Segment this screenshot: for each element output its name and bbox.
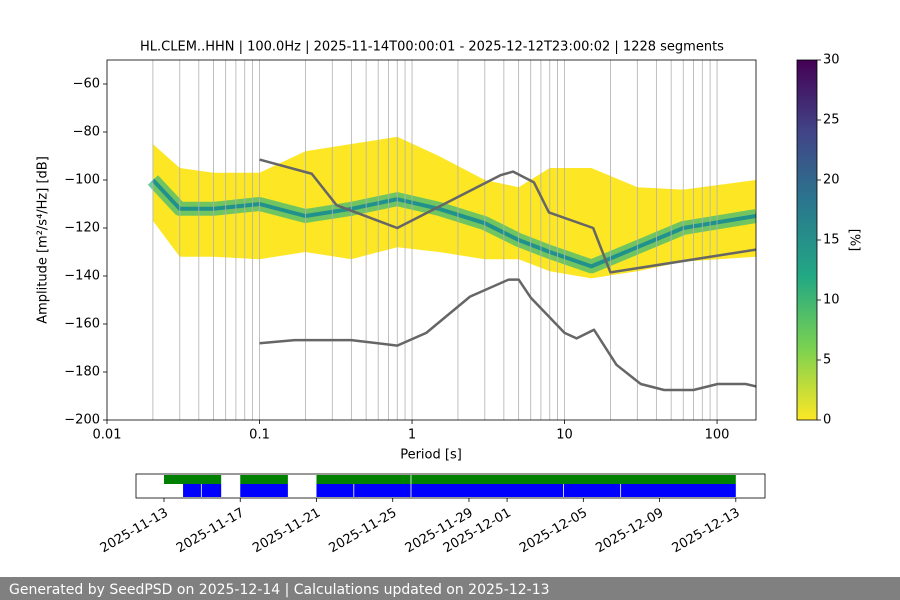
psd-segment	[411, 484, 564, 497]
date-tick-label: 2025-11-17	[174, 506, 247, 557]
y-tick-label: −160	[64, 317, 100, 332]
psd-segment	[316, 484, 354, 497]
data-segment	[316, 475, 411, 484]
x-tick-label: 0.1	[249, 428, 270, 443]
plot-area	[147, 60, 756, 420]
y-axis-label: Amplitude [m²/s⁴/Hz] [dB]	[36, 156, 51, 324]
psd-segment	[354, 484, 411, 497]
psd-mode-line	[151, 178, 756, 269]
psd-segment	[201, 484, 222, 497]
x-tick-label: 1	[408, 428, 416, 443]
colorbar-tick-label: 25	[823, 113, 840, 128]
y-tick-label: −180	[64, 365, 100, 380]
date-tick-label: 2025-12-09	[593, 506, 666, 557]
y-tick-label: −120	[64, 221, 100, 236]
y-tick-label: −80	[73, 125, 100, 140]
footer-text: Generated by SeedPSD on 2025-12-14 | Cal…	[9, 582, 550, 598]
x-axis-label: Period [s]	[400, 448, 462, 463]
colorbar-tick-label: 10	[823, 293, 840, 308]
data-segment	[411, 475, 736, 484]
data-segment	[240, 475, 288, 484]
date-tick-label: 2025-11-25	[327, 506, 400, 557]
availability-bars	[163, 475, 736, 497]
x-tick-label: 0.01	[93, 428, 122, 443]
footer-bar	[0, 577, 900, 600]
colorbar-tick-label: 30	[823, 53, 840, 68]
date-tick-label: 2025-12-05	[517, 506, 590, 557]
y-tick-label: −100	[64, 173, 100, 188]
colorbar-tick-label: 20	[823, 173, 840, 188]
date-tick-label: 2025-11-21	[250, 506, 323, 557]
date-tick-label: 2025-12-13	[670, 506, 743, 557]
y-tick-label: −60	[73, 77, 100, 92]
colorbar-label: [%]	[847, 229, 862, 252]
data-segment	[163, 475, 222, 484]
noise-model-high	[259, 158, 756, 274]
date-tick-label: 2025-11-13	[98, 506, 171, 557]
psd-segment	[183, 484, 201, 497]
axes-frame	[106, 59, 757, 421]
y-tick-label: −140	[64, 269, 100, 284]
colorbar	[797, 60, 817, 420]
psd-segment	[563, 484, 621, 497]
noise-model-low	[259, 278, 756, 392]
colorbar-tick-label: 0	[823, 413, 831, 428]
chart-title: HL.CLEM..HHN | 100.0Hz | 2025-11-14T00:0…	[140, 40, 724, 55]
x-tick-label: 100	[705, 428, 730, 443]
colorbar-tick-label: 5	[823, 353, 831, 368]
x-tick-label: 10	[556, 428, 573, 443]
psd-segment	[240, 484, 288, 497]
psd-segment	[621, 484, 736, 497]
y-tick-label: −200	[64, 413, 100, 428]
colorbar-tick-label: 15	[823, 233, 840, 248]
